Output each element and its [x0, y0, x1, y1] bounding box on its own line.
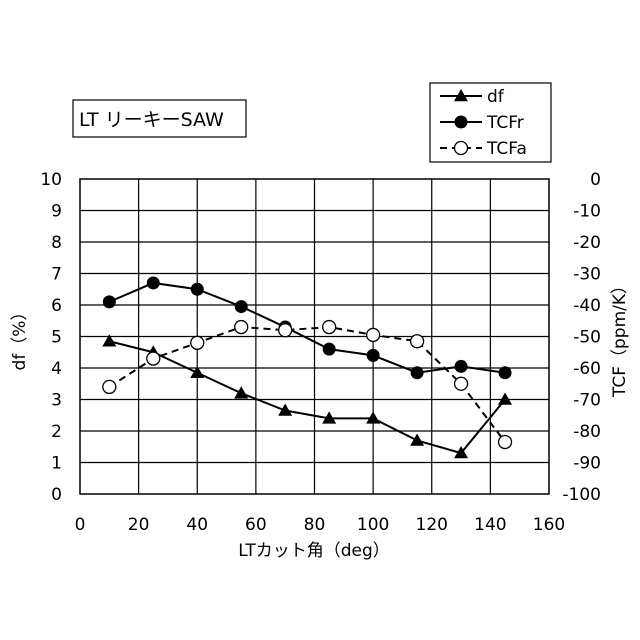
- x-tick-label: 60: [245, 515, 267, 535]
- y-right-tick-label: -70: [573, 391, 601, 411]
- data-point-TCFa: [191, 336, 204, 349]
- y-left-tick-label: 2: [51, 422, 62, 442]
- x-tick-label: 0: [75, 515, 86, 535]
- x-tick-label: 20: [128, 515, 150, 535]
- data-point-TCFa: [455, 377, 468, 390]
- data-point-TCFa: [235, 321, 248, 334]
- series-df: [102, 334, 512, 458]
- y-left-tick-label: 10: [40, 170, 62, 190]
- data-point-TCFr: [323, 343, 336, 356]
- y-right-tick-label: -60: [573, 359, 601, 379]
- y-left-tick-label: 1: [51, 454, 62, 474]
- y-left-tick-label: 9: [51, 202, 62, 222]
- y-right-tick-label: -90: [573, 454, 601, 474]
- data-point-TCFr: [235, 300, 248, 313]
- y-left-tick-label: 6: [51, 296, 62, 316]
- y-right-tick-label: -100: [562, 485, 601, 505]
- data-point-TCFa: [279, 324, 292, 337]
- x-tick-label: 100: [357, 515, 389, 535]
- data-point-TCFa: [323, 321, 336, 334]
- data-point-df: [498, 393, 512, 405]
- annotation-box: LT リーキーSAW: [73, 100, 246, 137]
- legend-swatch-marker: [455, 116, 468, 129]
- data-point-TCFa: [147, 352, 160, 365]
- data-point-TCFa: [411, 335, 424, 348]
- y-left-tick-label: 4: [51, 359, 62, 379]
- data-point-TCFr: [147, 276, 160, 289]
- y-right-tick-label: -40: [573, 296, 601, 316]
- y-left-axis-title: df（%）: [10, 304, 30, 371]
- y-right-tick-label: -20: [573, 233, 601, 253]
- x-tick-labels: 0 20 40 60 80 100 120 140 160: [75, 515, 566, 535]
- y-left-tick-label: 0: [51, 485, 62, 505]
- y-right-tick-label: -10: [573, 202, 601, 222]
- y-left-tick-labels: 0 1 2 3 4 5 6 7 8 9 10: [40, 170, 62, 505]
- y-left-tick-label: 3: [51, 391, 62, 411]
- data-point-TCFr: [103, 295, 116, 308]
- data-point-TCFa: [367, 328, 380, 341]
- legend-label: TCFa: [486, 139, 527, 159]
- data-point-TCFr: [191, 283, 204, 296]
- legend-swatch-marker: [455, 142, 468, 155]
- legend-label: df: [487, 87, 505, 107]
- annotation-text: LT リーキーSAW: [79, 109, 224, 131]
- x-tick-label: 40: [186, 515, 208, 535]
- x-tick-label: 120: [416, 515, 448, 535]
- legend-label: TCFr: [486, 113, 524, 133]
- y-right-tick-label: -80: [573, 422, 601, 442]
- y-right-tick-label: -30: [573, 265, 601, 285]
- y-right-axis-title: TCF（ppm/K）: [610, 277, 630, 398]
- x-tick-label: 80: [304, 515, 326, 535]
- legend: df TCFr TCFa: [430, 83, 551, 162]
- data-point-TCFr: [367, 349, 380, 362]
- series-line-TCFa: [109, 327, 505, 442]
- x-tick-label: 140: [474, 515, 506, 535]
- data-point-TCFr: [499, 366, 512, 379]
- series-line-df: [109, 341, 505, 453]
- series-TCFa: [103, 321, 512, 449]
- y-right-tick-label: -50: [573, 328, 601, 348]
- series-TCFr: [103, 276, 512, 379]
- data-point-TCFa: [103, 380, 116, 393]
- y-left-tick-label: 7: [51, 265, 62, 285]
- y-left-tick-label: 5: [51, 328, 62, 348]
- x-tick-label: 160: [533, 515, 565, 535]
- x-axis-title: LTカット角（deg）: [238, 541, 390, 561]
- data-point-TCFr: [455, 360, 468, 373]
- data-point-df: [234, 386, 248, 398]
- data-point-TCFa: [499, 436, 512, 449]
- y-right-tick-label: 0: [590, 170, 601, 190]
- y-right-tick-labels: -100-90-80-70-60-50-40-30-20-100: [562, 170, 601, 505]
- y-left-tick-label: 8: [51, 233, 62, 253]
- grid: [80, 179, 549, 494]
- data-point-df: [410, 433, 424, 445]
- data-point-TCFr: [411, 366, 424, 379]
